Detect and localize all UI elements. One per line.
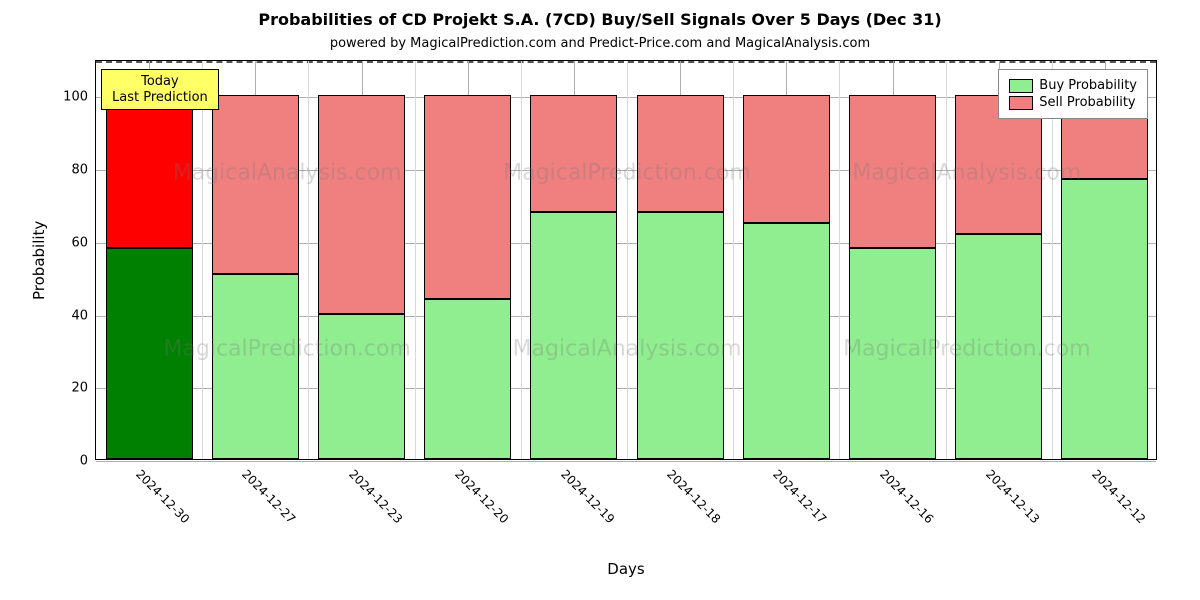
chart-subtitle: powered by MagicalPrediction.com and Pre… xyxy=(0,36,1200,51)
legend-label: Sell Probability xyxy=(1039,95,1135,110)
bar-slot xyxy=(318,95,405,459)
bar-sell xyxy=(849,95,936,248)
y-axis-label: Probability xyxy=(30,221,48,300)
y-tick-label: 40 xyxy=(71,308,88,323)
bar-slot xyxy=(212,95,299,459)
annotation-line2: Last Prediction xyxy=(112,90,208,106)
x-tick-label: 2024-12-30 xyxy=(133,467,192,526)
x-tick-label: 2024-12-27 xyxy=(239,467,298,526)
annotation-line1: Today xyxy=(112,74,208,90)
legend-item: Sell Probability xyxy=(1009,95,1137,110)
legend-item: Buy Probability xyxy=(1009,78,1137,93)
bar-buy xyxy=(955,234,1042,459)
bar-slot xyxy=(743,95,830,459)
grid-line-minor-v xyxy=(202,61,203,459)
y-tick-label: 60 xyxy=(71,235,88,250)
bar-slot xyxy=(106,95,193,459)
y-tick-label: 20 xyxy=(71,381,88,396)
grid-line-h xyxy=(96,461,1156,462)
x-tick-label: 2024-12-13 xyxy=(983,467,1042,526)
legend-label: Buy Probability xyxy=(1039,78,1137,93)
grid-line-minor-v xyxy=(521,61,522,459)
bar-sell xyxy=(424,95,511,299)
legend: Buy Probability Sell Probability xyxy=(998,69,1148,119)
x-tick-label: 2024-12-19 xyxy=(558,467,617,526)
x-tick-label: 2024-12-20 xyxy=(452,467,511,526)
bar-slot xyxy=(424,95,511,459)
grid-line-minor-v xyxy=(415,61,416,459)
bar-buy xyxy=(637,212,724,459)
bar-sell xyxy=(530,95,617,211)
bar-buy xyxy=(849,248,936,459)
y-tick-label: 0 xyxy=(80,454,88,469)
y-tick-label: 80 xyxy=(71,163,88,178)
grid-line-minor-v xyxy=(308,61,309,459)
bar-buy xyxy=(743,223,830,459)
x-tick-label: 2024-12-23 xyxy=(346,467,405,526)
bar-sell xyxy=(318,95,405,313)
chart-title: Probabilities of CD Projekt S.A. (7CD) B… xyxy=(0,10,1200,29)
today-annotation: TodayLast Prediction xyxy=(101,69,219,110)
figure: Probabilities of CD Projekt S.A. (7CD) B… xyxy=(0,0,1200,600)
bar-buy xyxy=(106,248,193,459)
x-tick-label: 2024-12-12 xyxy=(1089,467,1148,526)
bar-buy xyxy=(212,274,299,459)
x-tick-label: 2024-12-18 xyxy=(664,467,723,526)
legend-swatch xyxy=(1009,96,1033,110)
x-axis-label: Days xyxy=(95,560,1157,578)
grid-line-minor-v xyxy=(627,61,628,459)
bar-buy xyxy=(1061,179,1148,459)
grid-line-minor-v xyxy=(1052,61,1053,459)
bar-slot xyxy=(955,95,1042,459)
x-tick-label: 2024-12-16 xyxy=(877,467,936,526)
bar-sell xyxy=(106,95,193,248)
x-tick-label: 2024-12-17 xyxy=(770,467,829,526)
bar-slot xyxy=(637,95,724,459)
grid-line-minor-v xyxy=(946,61,947,459)
bar-slot xyxy=(530,95,617,459)
bar-buy xyxy=(424,299,511,459)
bar-sell xyxy=(212,95,299,273)
plot-area: 0204060801002024-12-302024-12-272024-12-… xyxy=(95,60,1157,460)
bar-sell xyxy=(743,95,830,222)
grid-line-minor-v xyxy=(733,61,734,459)
grid-line-minor-v xyxy=(839,61,840,459)
bar-sell xyxy=(637,95,724,211)
bar-slot xyxy=(849,95,936,459)
bar-buy xyxy=(318,314,405,459)
y-tick-label: 100 xyxy=(63,90,88,105)
bar-buy xyxy=(530,212,617,459)
bar-slot xyxy=(1061,95,1148,459)
legend-swatch xyxy=(1009,79,1033,93)
